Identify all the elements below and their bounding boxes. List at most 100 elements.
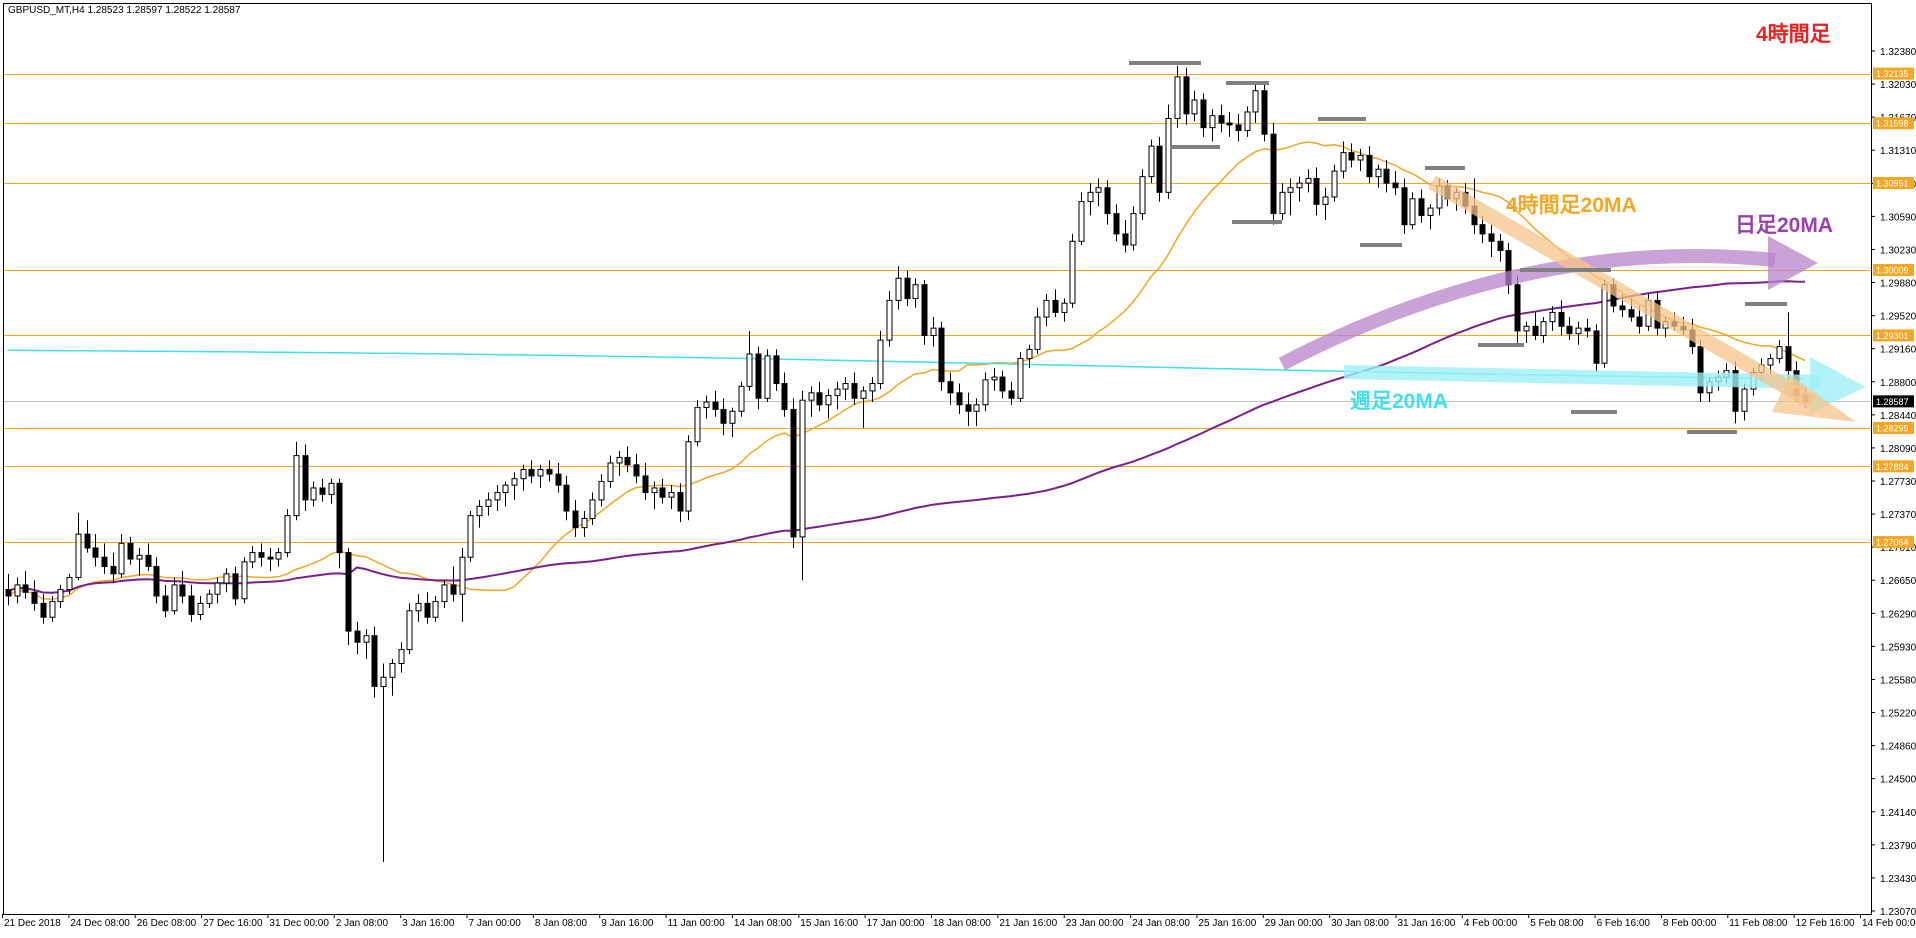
candle-body-42 <box>372 636 377 687</box>
candle-body-199 <box>1742 389 1747 411</box>
candle-body-66 <box>582 518 587 527</box>
candle-body-103 <box>905 278 910 298</box>
candle-body-99 <box>870 384 875 391</box>
candle-body-25 <box>224 574 229 583</box>
candle-body-73 <box>643 476 648 493</box>
candle-body-183 <box>1602 285 1607 364</box>
candle-body-20 <box>180 585 185 596</box>
y-tick-label-16: 1.26650 <box>1880 576 1916 587</box>
candle-body-108 <box>948 382 953 393</box>
level-label-7: 1.27064 <box>1876 538 1909 548</box>
candle-body-33 <box>294 456 299 516</box>
candle-body-9 <box>85 534 90 548</box>
candle-body-124 <box>1088 192 1093 201</box>
y-tick-label-17: 1.26290 <box>1880 609 1916 620</box>
candle-body-169 <box>1480 225 1485 234</box>
x-tick-label-7: 7 Jan 00:00 <box>469 918 522 929</box>
candle-body-152 <box>1332 171 1337 197</box>
candle-body-53 <box>468 516 473 558</box>
candle-body-105 <box>922 285 927 336</box>
candle-body-119 <box>1044 300 1049 317</box>
candle-body-177 <box>1550 312 1555 321</box>
y-tick-label-8: 1.29520 <box>1880 312 1916 323</box>
candle-body-112 <box>983 380 988 405</box>
candle-body-109 <box>957 393 962 405</box>
candle-body-179 <box>1567 326 1572 333</box>
candle-body-95 <box>835 389 840 395</box>
candle-body-41 <box>364 636 369 642</box>
x-tick-label-27: 12 Feb 16:00 <box>1796 918 1855 929</box>
candle-body-134 <box>1175 77 1180 119</box>
candle-body-8 <box>76 534 81 577</box>
candle-body-171 <box>1498 241 1503 250</box>
candle-body-46 <box>407 611 412 650</box>
y-tick-label-23: 1.24140 <box>1880 808 1916 819</box>
candle-body-138 <box>1210 116 1215 128</box>
candle-body-121 <box>1062 303 1067 312</box>
y-tick-label-14: 1.27370 <box>1880 510 1916 521</box>
y-tick-label-12: 1.28090 <box>1880 444 1916 455</box>
candle-body-77 <box>678 493 683 511</box>
candle-body-203 <box>1777 347 1782 359</box>
candle-body-125 <box>1096 188 1101 193</box>
candle-body-123 <box>1079 202 1084 242</box>
candle-body-86 <box>756 354 761 398</box>
swing-mark-7 <box>1170 145 1220 149</box>
candle-body-97 <box>852 384 857 399</box>
candle-body-110 <box>966 405 971 411</box>
level-label-0: 1.32135 <box>1876 69 1909 79</box>
candle-body-154 <box>1349 153 1354 160</box>
candle-body-202 <box>1768 359 1773 365</box>
y-tick-label-21: 1.24860 <box>1880 742 1916 753</box>
candle-body-68 <box>599 481 604 499</box>
candle-body-1 <box>15 585 20 596</box>
x-tick-label-23: 5 Feb 08:00 <box>1530 918 1584 929</box>
candle-body-113 <box>992 377 997 380</box>
candle-body-155 <box>1358 155 1363 160</box>
candle-body-60 <box>529 469 534 475</box>
candle-body-76 <box>669 493 674 498</box>
candle-body-91 <box>800 400 805 537</box>
y-tick-label-25: 1.23430 <box>1880 874 1916 885</box>
candle-body-52 <box>460 557 465 594</box>
candle-body-100 <box>878 340 883 383</box>
candle-body-37 <box>329 483 334 494</box>
y-tick-label-11: 1.28440 <box>1880 411 1916 422</box>
x-tick-label-0: 21 Dec 2018 <box>4 918 61 929</box>
candle-body-106 <box>931 328 936 335</box>
y-tick-label-19: 1.25580 <box>1880 675 1916 686</box>
candle-body-148 <box>1297 183 1302 188</box>
candle-body-135 <box>1184 77 1189 114</box>
candle-body-17 <box>154 566 159 596</box>
swing-mark-3 <box>1425 166 1465 170</box>
candle-body-102 <box>896 278 901 300</box>
candle-body-5 <box>50 602 55 618</box>
candle-body-79 <box>695 408 700 442</box>
x-tick-label-8: 8 Jan 08:00 <box>535 918 588 929</box>
candle-body-128 <box>1123 234 1128 245</box>
candle-body-11 <box>102 557 107 566</box>
candle-body-35 <box>311 488 316 500</box>
candle-body-61 <box>538 469 543 475</box>
candle-body-126 <box>1105 188 1110 214</box>
candle-body-117 <box>1027 349 1032 358</box>
candle-body-13 <box>119 543 124 573</box>
x-tick-label-6: 3 Jan 16:00 <box>402 918 455 929</box>
symbol-header: GBPUSD_MT,H4 1.28523 1.28597 1.28522 1.2… <box>8 5 241 16</box>
y-tick-label-13: 1.27730 <box>1880 477 1916 488</box>
x-tick-label-13: 17 Jan 00:00 <box>867 918 925 929</box>
candle-body-150 <box>1314 178 1319 204</box>
x-tick-label-24: 6 Feb 16:00 <box>1597 918 1651 929</box>
candle-body-23 <box>207 594 212 603</box>
x-tick-label-11: 14 Jan 08:00 <box>734 918 792 929</box>
level-label-1: 1.31598 <box>1876 119 1909 129</box>
y-tick-label-1: 1.32030 <box>1880 80 1916 91</box>
candle-body-38 <box>337 483 342 552</box>
candle-body-29 <box>259 553 264 558</box>
candle-body-6 <box>58 590 63 602</box>
candle-body-50 <box>442 585 447 602</box>
candle-body-156 <box>1367 155 1372 176</box>
swing-mark-10 <box>1478 343 1524 347</box>
x-tick-label-17: 24 Jan 08:00 <box>1132 918 1190 929</box>
swing-mark-0 <box>1129 61 1201 65</box>
